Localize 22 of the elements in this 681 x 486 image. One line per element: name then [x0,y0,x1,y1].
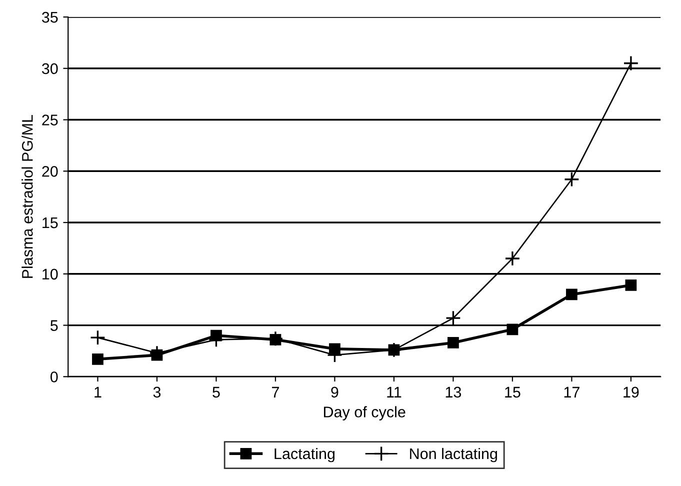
x-axis-title: Day of cycle [324,406,406,420]
y-tick-label: 10 [42,268,58,280]
legend-label: Non lactating [410,448,497,462]
y-tick-label: 30 [42,63,58,74]
x-tick-label: 1 [94,386,102,398]
y-tick-label: 20 [42,166,58,177]
y-tick-label: 0 [50,372,58,382]
legend-label: Lactating [274,448,334,462]
y-axis-title: Plasma estradiol PG/ML [22,114,33,278]
x-tick-label: 7 [272,386,279,398]
x-tick-label: 19 [624,386,639,398]
x-tick-label: 9 [331,386,338,398]
x-tick-label: 13 [446,386,462,398]
y-tick-label: 5 [50,320,58,331]
x-tick-label: 15 [505,386,520,398]
y-tick-label: 25 [42,114,58,126]
x-tick-label: 17 [564,386,580,398]
x-tick-label: 3 [153,386,161,398]
x-tick-label: 5 [212,386,220,398]
y-tick-label: 15 [42,218,58,228]
x-tick-label: 11 [387,386,402,398]
y-tick-label: 35 [42,12,58,23]
